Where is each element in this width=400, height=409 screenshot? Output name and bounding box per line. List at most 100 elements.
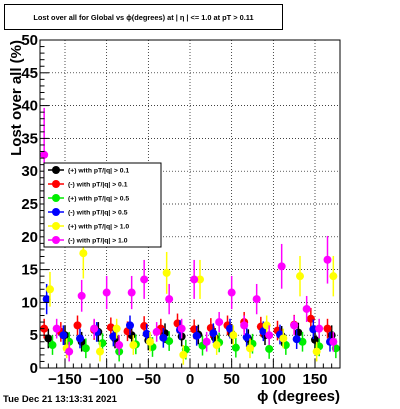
data-point [65, 347, 74, 356]
y-axis-title: Lost over all (%) [8, 40, 25, 156]
data-point [177, 324, 186, 333]
data-point [202, 337, 211, 346]
data-point [259, 327, 268, 336]
y-tick-label: 25 [21, 196, 38, 213]
x-tick-label: 150 [302, 371, 327, 388]
data-point [81, 344, 90, 353]
x-tick-label: −150 [48, 371, 82, 388]
data-point [209, 329, 218, 338]
data-point [196, 275, 204, 284]
data-point [311, 335, 319, 344]
x-tick-label: 50 [223, 371, 240, 388]
data-point [265, 331, 274, 340]
data-point [323, 324, 332, 333]
x-tick-label: 0 [186, 371, 194, 388]
data-point [159, 333, 168, 342]
legend-label: (-) with pT/|q| > 0.1 [68, 182, 128, 189]
y-tick-label: 0 [30, 360, 38, 377]
data-point [165, 295, 174, 304]
legend-marker [52, 180, 60, 188]
data-point [127, 288, 136, 297]
data-point [323, 255, 332, 264]
data-point [73, 321, 82, 330]
data-point [42, 295, 51, 304]
data-point [165, 337, 174, 346]
data-point [102, 288, 111, 297]
data-point [59, 331, 68, 340]
data-point [40, 150, 49, 159]
data-point [265, 344, 274, 353]
legend-marker [52, 208, 60, 216]
data-point [109, 332, 118, 341]
data-point [252, 295, 261, 304]
data-point [48, 341, 57, 350]
y-tick-label: 10 [21, 294, 38, 311]
data-point [77, 291, 86, 300]
data-point [246, 344, 254, 353]
data-point [292, 335, 301, 344]
data-point [309, 325, 318, 334]
legend-marker [52, 222, 60, 230]
x-axis-title: ϕ (degrees) [257, 388, 340, 405]
data-point [179, 350, 188, 359]
legend-label: (-) with pT/|q| > 0.5 [68, 210, 128, 217]
data-point [46, 285, 54, 294]
y-tick-label: 35 [21, 130, 38, 147]
series-4 [46, 227, 338, 365]
series-1 [40, 307, 332, 342]
data-point [79, 249, 88, 258]
legend-label: (+) with pT/|q| > 0.1 [68, 168, 129, 175]
data-point [96, 347, 104, 356]
axes: −150 −100 −50 0 50 100 150 0 5 10 15 20 25 30 35 40 45 50… [8, 32, 341, 405]
data-point [227, 288, 236, 297]
data-point [115, 341, 124, 350]
legend-label: (-) with pT/|q| > 1.0 [68, 238, 128, 245]
data-point [231, 343, 240, 352]
legend-label: (+) with pT/|q| > 0.5 [68, 196, 129, 203]
y-tick-label: 50 [21, 32, 38, 49]
data-point [212, 341, 221, 350]
data-point [152, 327, 161, 336]
x-tick-label: 100 [261, 371, 286, 388]
data-point [279, 334, 288, 343]
data-point [44, 334, 53, 343]
data-point [190, 275, 199, 284]
x-tick-label: −50 [136, 371, 161, 388]
data-point [329, 272, 338, 281]
legend-label: (+) with pT/|q| > 1.0 [68, 224, 129, 231]
legend-marker [52, 166, 60, 174]
data-point [290, 321, 299, 330]
data-point [90, 324, 99, 333]
x-tick-label: −100 [90, 371, 124, 388]
legend-box [43, 162, 162, 248]
data-point [126, 321, 134, 330]
data-point [112, 324, 121, 333]
data-point [215, 318, 224, 327]
timestamp: Tue Dec 21 13:13:31 2021 [3, 394, 117, 405]
data-point [129, 341, 138, 350]
y-tick-label: 20 [21, 229, 38, 246]
data-point [312, 347, 321, 356]
data-point [226, 324, 234, 333]
data-point [76, 334, 84, 343]
y-tick-label: 15 [21, 262, 38, 279]
y-tick-label: 5 [30, 327, 38, 344]
y-tick-label: 30 [21, 163, 38, 180]
data-point [142, 329, 151, 338]
data-point [296, 272, 304, 281]
data-point [192, 331, 201, 340]
chart-title: Lost over all for Global vs ϕ(degrees) a… [4, 4, 283, 30]
data-point [162, 268, 171, 277]
series-5 [40, 107, 338, 362]
legend-marker [52, 236, 60, 244]
data-point [277, 262, 286, 271]
data-layer [40, 107, 340, 365]
data-point [315, 324, 324, 333]
y-tick-label: 40 [21, 98, 38, 115]
legend-marker [52, 194, 60, 202]
data-point [146, 337, 154, 346]
data-point [329, 337, 338, 346]
y-tick-label: 45 [21, 65, 38, 82]
legend: (+) with pT/|q| > 0.1 (-) with pT/|q| > 0… [43, 162, 162, 248]
